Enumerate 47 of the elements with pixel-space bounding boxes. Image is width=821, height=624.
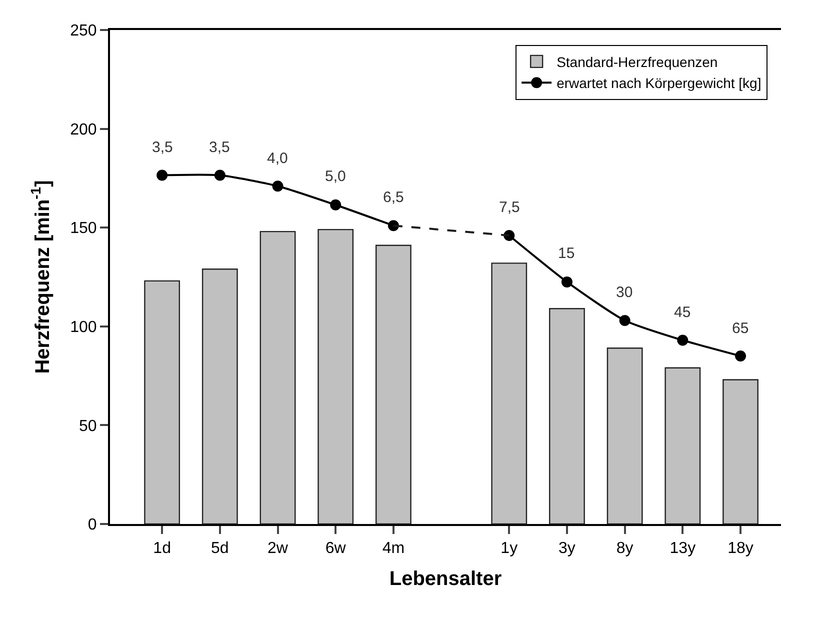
annotation: 65: [732, 320, 749, 337]
y-tick-label: 0: [88, 516, 97, 534]
y-tick-label: 250: [70, 22, 97, 40]
point: [330, 199, 342, 210]
bar: [260, 230, 296, 524]
y-tick-label: 50: [79, 418, 97, 435]
point: [561, 276, 572, 288]
point: [156, 170, 168, 181]
bar: [375, 244, 412, 524]
x-tick-label: 18y: [728, 540, 754, 558]
annotation: 6,5: [383, 189, 404, 206]
annotation: 5,0: [325, 168, 346, 185]
x-tick-label: 8y: [616, 540, 634, 558]
legend-label: Standard-Herzfrequenzen: [556, 54, 718, 70]
point: [619, 314, 630, 326]
bar: [202, 268, 238, 524]
bar: [491, 262, 528, 524]
annotation: 3,5: [152, 139, 173, 156]
x-tick-label: 4m: [382, 540, 405, 558]
bar: [549, 308, 585, 524]
x-tick-label: 1y: [500, 540, 518, 558]
annotation: 7,5: [499, 199, 520, 216]
point: [214, 170, 226, 181]
point: [735, 350, 746, 362]
point: [677, 334, 688, 346]
x-tick-label: 5d: [211, 540, 229, 558]
x-tick-label: 2w: [268, 540, 288, 558]
annotation: 3,5: [209, 139, 230, 156]
annotation: 45: [674, 304, 691, 321]
annotation: 4,0: [267, 150, 288, 167]
annotation: 15: [558, 245, 575, 262]
bar: [318, 228, 354, 524]
annotation: 30: [616, 284, 633, 301]
y-tick-label: 150: [70, 220, 97, 238]
x-axis-title: Lebensalter: [389, 568, 502, 590]
x-tick-label: 6w: [325, 540, 346, 558]
x-tick-label: 13y: [670, 540, 696, 558]
point: [272, 180, 284, 192]
x-tick-label: 3y: [558, 540, 576, 558]
bar: [606, 348, 643, 524]
y-tick-label: 200: [70, 121, 97, 138]
legend-label: erwartet nach Körpergewicht [kg]: [556, 75, 762, 92]
bar: [664, 367, 701, 524]
y-tick-label: 100: [70, 319, 97, 336]
x-tick-label: 1d: [153, 540, 171, 558]
bar: [722, 379, 758, 524]
bar: [144, 280, 180, 524]
